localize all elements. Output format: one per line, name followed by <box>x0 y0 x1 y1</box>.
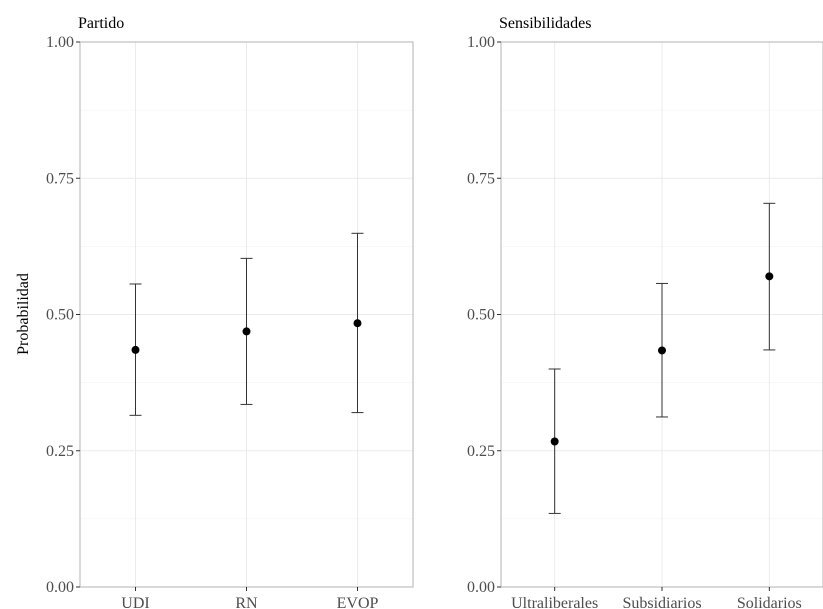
data-point <box>242 327 251 336</box>
y-tick-label: 0.25 <box>46 443 74 460</box>
x-tick-label: Solidarios <box>737 595 802 609</box>
y-tick-label: 0.50 <box>46 307 74 324</box>
y-tick-label: 0.50 <box>467 307 495 324</box>
data-point <box>353 319 362 328</box>
x-tick-label: Ultraliberales <box>511 595 598 609</box>
data-point <box>131 345 140 354</box>
panel-1: Partido 0.00 0.25 0.50 0.75 1.00 UDI RN EVOP <box>46 15 414 609</box>
data-point <box>765 272 774 281</box>
panel-title: Sensibilidades <box>499 15 591 32</box>
y-tick-label: 0.75 <box>467 170 495 187</box>
data-point <box>550 437 559 446</box>
y-tick-label: 0.00 <box>467 579 495 596</box>
y-tick-label: 0.75 <box>46 170 74 187</box>
y-tick-label: 0.25 <box>467 443 495 460</box>
x-tick-label: EVOP <box>337 595 379 609</box>
y-tick-label: 1.00 <box>467 34 495 51</box>
panel-2: Sensibilidades 0.00 0.25 0.50 0.75 1.00 Ultral… <box>467 15 823 609</box>
panel-title: Partido <box>78 15 124 32</box>
x-tick-label: UDI <box>121 595 149 609</box>
y-tick-label: 1.00 <box>46 34 74 51</box>
x-tick-label: Subsidiarios <box>622 595 701 609</box>
y-tick-label: 0.00 <box>46 579 74 596</box>
x-tick-label: RN <box>235 595 258 609</box>
data-point <box>658 346 666 355</box>
y-axis-label: Probabilidad <box>15 273 32 355</box>
